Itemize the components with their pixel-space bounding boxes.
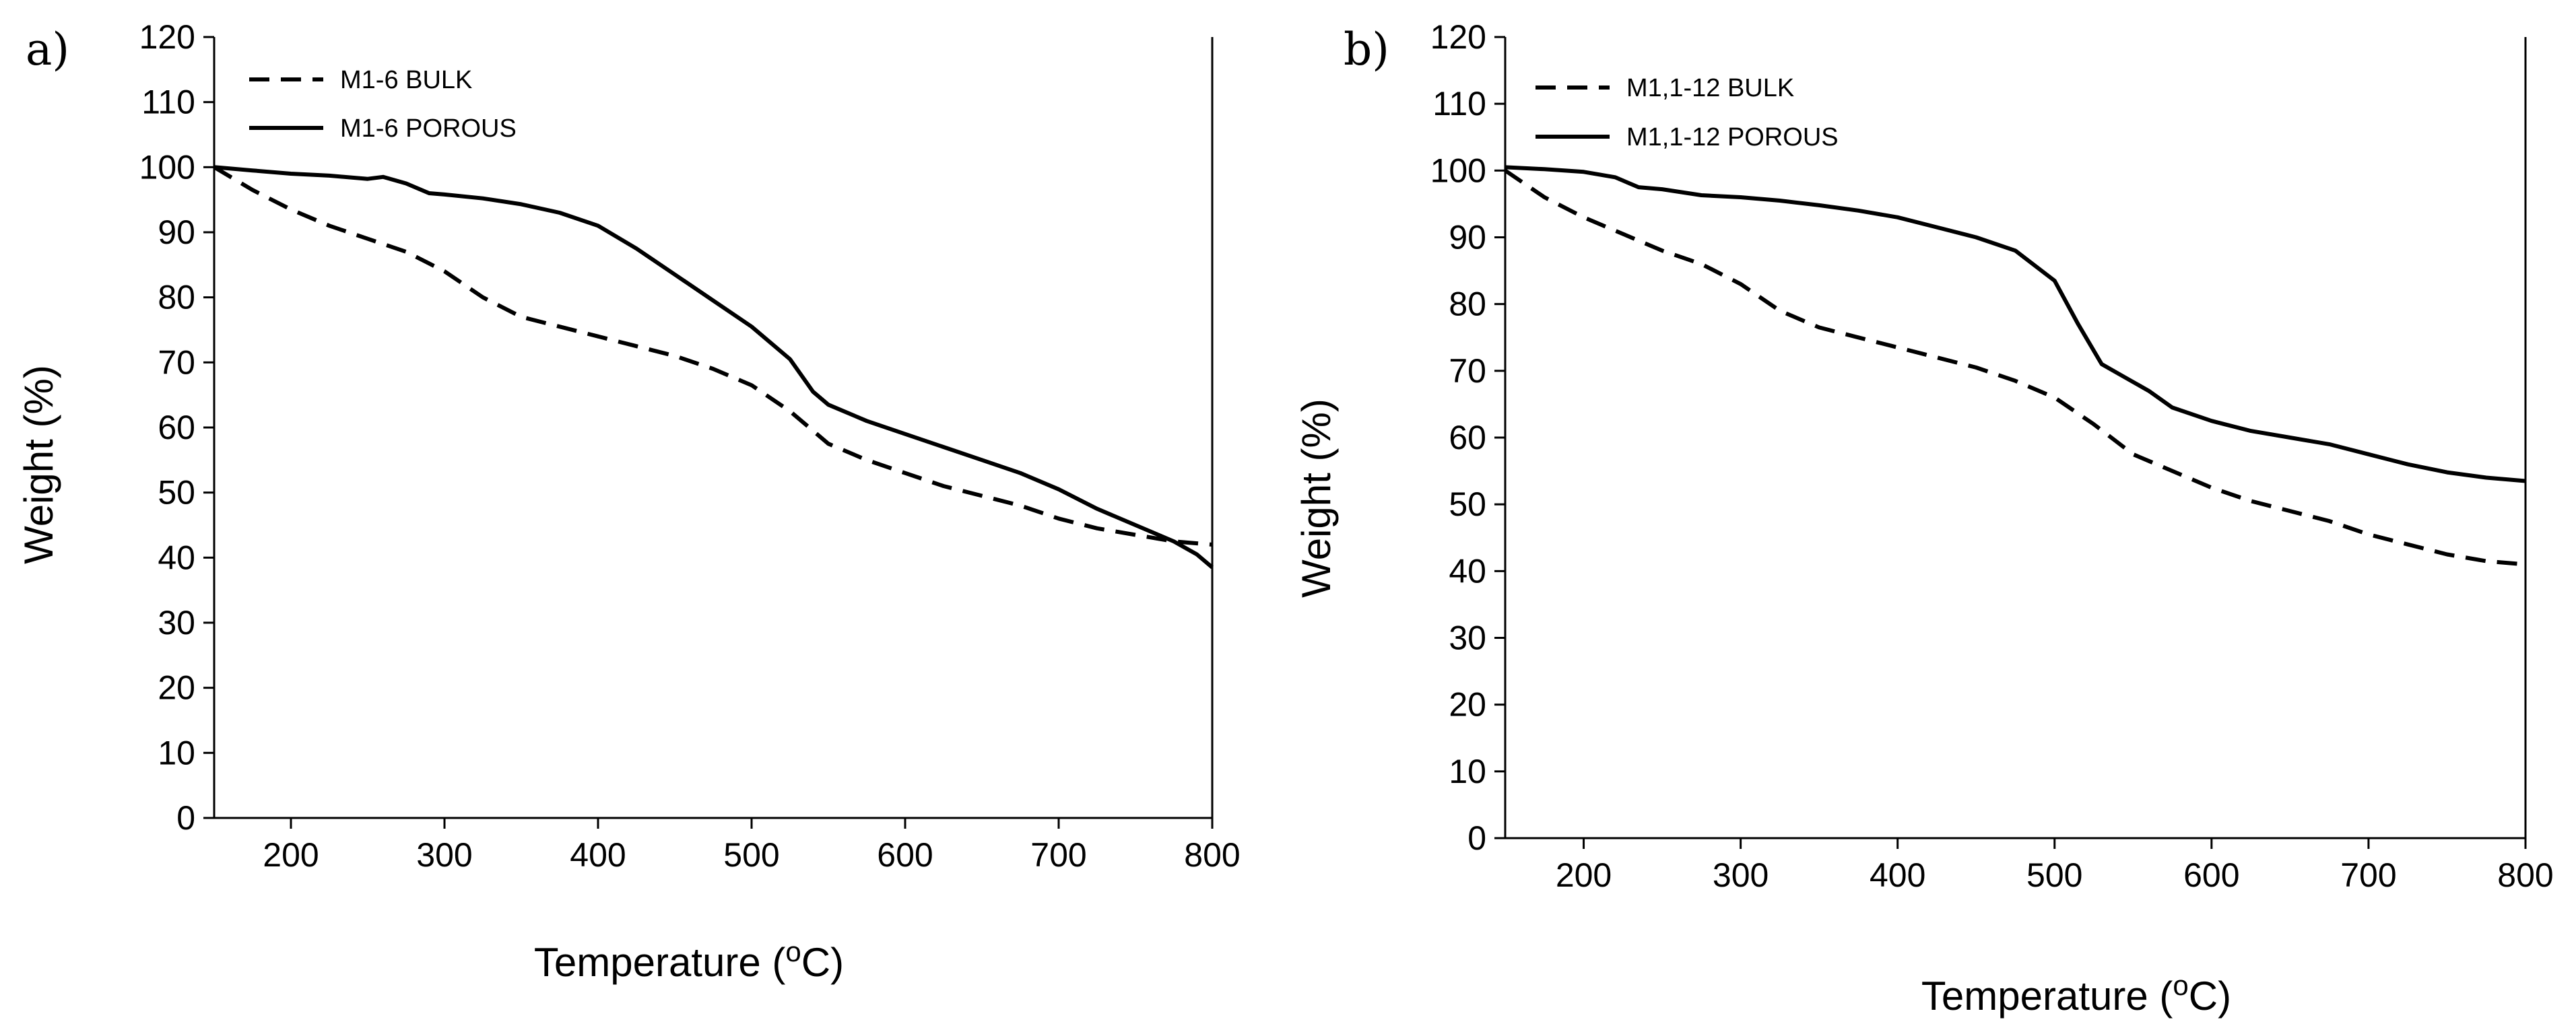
y-tick-label-b: 30 — [1449, 619, 1486, 657]
x-tick-label-a: 200 — [263, 836, 319, 874]
y-axis-title-a: Weight (%) — [16, 365, 61, 564]
y-tick-label-b: 40 — [1449, 552, 1486, 590]
y-tick-label-b: 70 — [1449, 352, 1486, 390]
x-tick-label-b: 200 — [1556, 856, 1612, 894]
x-axis-b: 200 300 400 500 600 700 800 — [1505, 837, 2554, 894]
legend-label-porous-a: M1-6 POROUS — [340, 114, 517, 143]
y-tick-label-b: 60 — [1449, 419, 1486, 456]
x-tick-label-b: 700 — [2340, 856, 2396, 894]
x-axis-a: 200 300 400 500 600 700 800 — [214, 817, 1241, 874]
x-tick-label-a: 600 — [877, 836, 933, 874]
x-axis-title-unit-b: C) — [2189, 973, 2231, 1019]
y-tick-label-b: 0 — [1467, 819, 1486, 857]
y-tick-label-a: 50 — [158, 474, 195, 512]
plot-area-a — [213, 37, 1214, 818]
y-tick-label-a: 110 — [141, 83, 195, 121]
y-tick-label-a: 90 — [158, 213, 195, 251]
y-axis-b: 0 10 20 30 40 50 60 70 80 90 100 110 120 — [1430, 18, 1507, 857]
x-axis-title-a: Temperature (oC) — [534, 936, 844, 985]
x-axis-title-b: Temperature (oC) — [1921, 969, 2231, 1019]
y-tick-label-a: 60 — [158, 409, 195, 446]
x-tick-label-b: 300 — [1713, 856, 1769, 894]
panel-label-a: a) — [26, 24, 69, 75]
y-tick-label-a: 80 — [158, 279, 195, 316]
x-tick-label-a: 400 — [570, 836, 626, 874]
legend-label-bulk-b: M1,1-12 BULK — [1626, 74, 1794, 102]
chart-svg-b: b) 0 10 20 30 40 50 60 70 80 90 100 110 120 200 300 40… — [1294, 18, 2554, 1019]
series-line-bulk-a — [213, 165, 1213, 547]
legend-a: M1-6 BULK M1-6 POROUS — [249, 66, 517, 143]
x-tick-label-a: 300 — [416, 836, 472, 874]
y-tick-label-a: 120 — [139, 18, 195, 56]
x-axis-title-text-a: Temperature ( — [534, 940, 785, 985]
x-axis-title-degree-a: o — [785, 936, 801, 967]
y-axis-a: 0 10 20 30 40 50 60 70 80 90 100 110 120 — [139, 18, 216, 837]
y-tick-label-b: 110 — [1432, 85, 1486, 123]
chart-panel-b: b) 0 10 20 30 40 50 60 70 80 90 100 110 120 200 300 40… — [1280, 0, 2576, 1030]
x-tick-label-a: 800 — [1184, 836, 1240, 874]
y-tick-label-a: 10 — [158, 734, 195, 771]
plot-area-b — [1504, 37, 2527, 838]
x-tick-label-b: 800 — [2497, 856, 2553, 894]
legend-b: M1,1-12 BULK M1,1-12 POROUS — [1535, 74, 1839, 151]
x-tick-label-a: 700 — [1030, 836, 1086, 874]
series-line-bulk-b — [1504, 168, 2526, 567]
y-tick-label-a: 30 — [158, 604, 195, 642]
legend-label-porous-b: M1,1-12 POROUS — [1626, 123, 1839, 151]
y-tick-label-b: 100 — [1430, 151, 1486, 189]
legend-label-bulk-a: M1-6 BULK — [340, 66, 472, 94]
x-axis-title-degree-b: o — [2173, 969, 2188, 1001]
y-tick-label-b: 120 — [1430, 18, 1486, 56]
series-line-porous-b — [1505, 165, 2526, 483]
y-tick-label-b: 10 — [1449, 753, 1486, 790]
y-tick-label-b: 50 — [1449, 485, 1486, 523]
y-tick-label-b: 90 — [1449, 219, 1486, 256]
chart-panel-a: a) 0 10 20 30 40 50 60 70 80 90 100 110 120 200 300 40… — [0, 0, 1280, 1030]
x-tick-label-b: 600 — [2183, 856, 2239, 894]
x-axis-title-text-b: Temperature ( — [1921, 973, 2173, 1019]
y-tick-label-a: 40 — [158, 539, 195, 576]
x-axis-title-unit-a: C) — [801, 940, 844, 985]
y-tick-label-a: 20 — [158, 669, 195, 707]
panel-label-b: b) — [1344, 24, 1389, 75]
x-tick-label-b: 500 — [2026, 856, 2082, 894]
x-tick-label-a: 500 — [723, 836, 779, 874]
y-axis-title-b: Weight (%) — [1294, 399, 1339, 598]
y-tick-label-a: 0 — [176, 799, 195, 837]
y-tick-label-a: 100 — [139, 148, 195, 186]
y-tick-label-a: 70 — [158, 343, 195, 381]
x-tick-label-b: 400 — [1870, 856, 1925, 894]
y-tick-label-b: 80 — [1449, 285, 1486, 323]
series-line-porous-a — [213, 165, 1214, 570]
y-tick-label-b: 20 — [1449, 686, 1486, 724]
chart-svg-a: a) 0 10 20 30 40 50 60 70 80 90 100 110 120 200 300 40… — [16, 18, 1241, 985]
